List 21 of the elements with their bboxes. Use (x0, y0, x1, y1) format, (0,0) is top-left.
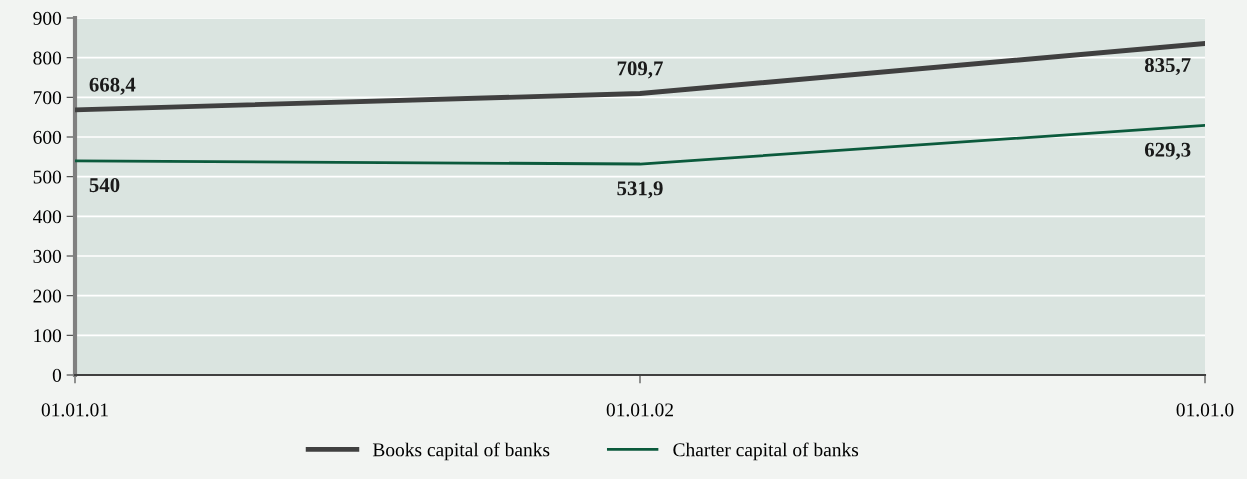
data-label: 531,9 (617, 181, 663, 199)
y-tick-label: 300 (33, 249, 62, 263)
y-tick-label: 200 (33, 289, 62, 303)
y-tick-label: 900 (33, 11, 62, 25)
y-tick-label: 500 (33, 170, 62, 184)
y-tick-label: 800 (33, 51, 62, 65)
data-label: 540 (89, 178, 120, 193)
y-tick-label: 100 (34, 329, 62, 343)
legend-label: Books capital of banks (372, 442, 550, 461)
y-tick-label: 700 (33, 91, 62, 105)
x-tick-label: 01.01.0 (1176, 403, 1234, 417)
data-label: 835,7 (1144, 58, 1191, 76)
data-label: 629,3 (1144, 142, 1191, 160)
y-tick-label: 0 (52, 368, 62, 382)
data-label: 668,4 (89, 77, 136, 95)
y-tick-label: 600 (33, 130, 62, 144)
x-tick-label: 01.01.02 (606, 403, 673, 417)
y-tick-label: 400 (33, 210, 62, 224)
data-label: 709,7 (617, 61, 663, 79)
x-tick-label: 01.01.01 (41, 403, 108, 417)
legend-label: Charter capital of banks (673, 442, 859, 461)
